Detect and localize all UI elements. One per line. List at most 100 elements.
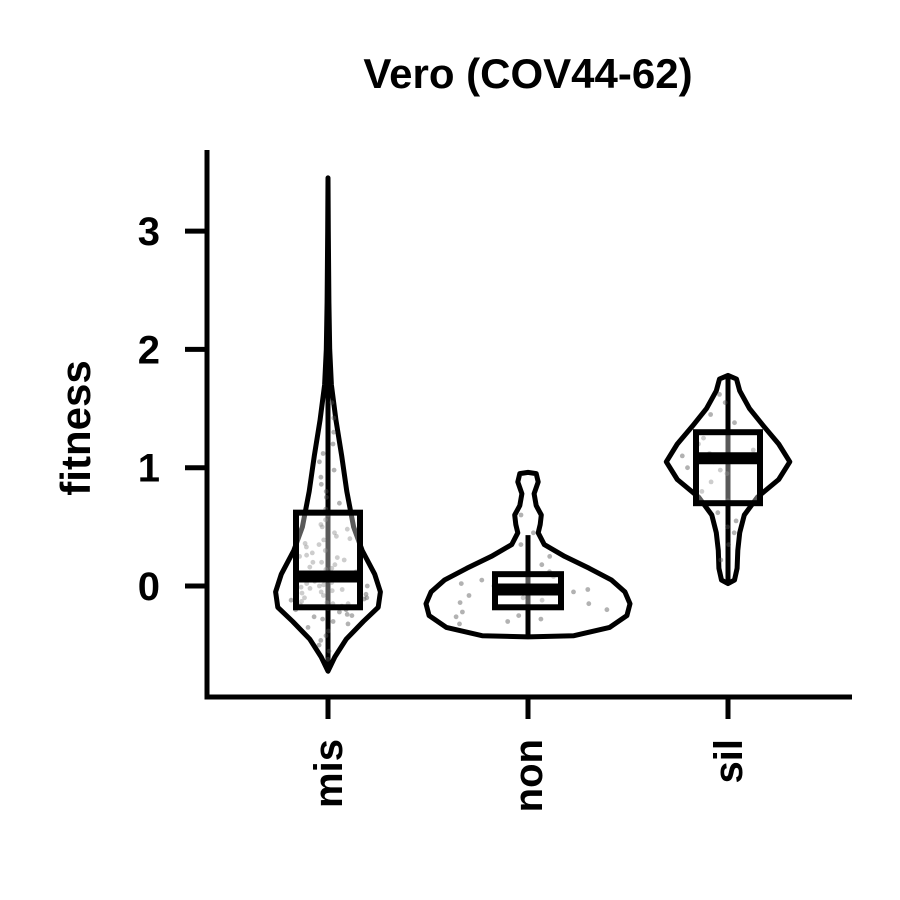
data-point-mis — [331, 429, 337, 435]
data-point-sil — [715, 510, 721, 516]
data-point-non — [547, 554, 553, 559]
data-point-non — [458, 581, 464, 586]
data-point-mis — [344, 526, 350, 532]
data-point-mis — [320, 451, 326, 456]
data-point-sil — [750, 447, 756, 453]
y-tick-label-2: 2 — [138, 328, 160, 372]
data-point-non — [518, 512, 524, 518]
data-point-mis — [317, 459, 322, 465]
data-point-sil — [732, 420, 737, 426]
data-point-mis — [364, 595, 370, 601]
chart-title: Vero (COV44-62) — [363, 50, 692, 97]
data-point-mis — [318, 522, 324, 527]
data-point-mis — [326, 648, 332, 654]
data-point-non — [520, 595, 526, 601]
data-point-mis — [316, 542, 322, 547]
data-point-mis — [298, 584, 304, 590]
data-point-non — [539, 597, 545, 603]
data-point-mis — [337, 609, 342, 615]
data-point-sil — [726, 542, 731, 547]
data-point-mis — [331, 415, 337, 421]
data-point-mis — [329, 588, 335, 594]
data-point-mis — [304, 544, 309, 550]
data-point-mis — [318, 589, 324, 595]
data-point-mis — [321, 537, 327, 543]
data-point-mis — [330, 619, 336, 624]
data-point-non — [453, 614, 459, 620]
data-point-mis — [309, 550, 315, 556]
y-tick-label-0: 0 — [138, 565, 160, 609]
data-point-sil — [717, 467, 723, 473]
data-point-mis — [329, 400, 335, 405]
data-point-mis — [332, 530, 337, 536]
data-point-sil — [718, 557, 724, 563]
plot-area: 0 1 2 3 mis non sil — [138, 150, 852, 812]
data-point-mis — [321, 582, 326, 588]
data-point-mis — [329, 565, 335, 571]
y-tick-label-1: 1 — [138, 447, 160, 491]
x-tick-label-mis: mis — [307, 739, 351, 808]
data-point-non — [457, 621, 462, 627]
data-point-mis — [324, 494, 329, 500]
data-point-mis — [344, 612, 350, 617]
data-point-mis — [318, 474, 324, 480]
data-point-mis — [321, 593, 326, 598]
data-point-mis — [331, 467, 337, 473]
data-point-non — [457, 600, 463, 605]
data-point-sil — [679, 453, 685, 459]
data-point-mis — [299, 599, 304, 604]
data-point-mis — [363, 591, 369, 597]
data-point-mis — [304, 552, 309, 558]
data-point-mis — [332, 562, 338, 568]
data-point-sil — [725, 524, 730, 530]
data-point-mis — [322, 548, 328, 553]
data-point-mis — [330, 441, 336, 447]
data-point-non — [571, 589, 576, 595]
data-point-non — [518, 542, 524, 547]
x-tick-label-non: non — [507, 739, 551, 812]
data-point-mis — [334, 555, 340, 560]
data-point-mis — [324, 600, 330, 605]
y-axis-title: fitness — [52, 360, 99, 495]
data-point-mis — [349, 613, 355, 618]
data-point-mis — [339, 587, 345, 592]
data-point-mis — [307, 586, 313, 591]
data-point-sil — [708, 412, 713, 417]
data-point-sil — [717, 392, 722, 397]
data-point-sil — [699, 489, 705, 494]
data-point-mis — [337, 500, 342, 506]
data-point-sil — [733, 518, 739, 524]
data-point-sil — [701, 435, 706, 441]
data-point-sil — [722, 400, 728, 405]
data-point-mis — [299, 590, 305, 596]
data-point-mis — [305, 625, 311, 630]
data-point-sil — [724, 471, 730, 476]
data-point-mis — [319, 524, 325, 530]
data-point-mis — [318, 481, 324, 487]
data-point-mis — [317, 583, 322, 589]
data-point-mis — [318, 638, 324, 643]
data-point-mis — [325, 628, 331, 634]
data-point-non — [538, 616, 544, 622]
data-point-mis — [347, 536, 353, 542]
data-point-non — [466, 593, 472, 598]
data-point-non — [505, 619, 511, 624]
data-point-mis — [334, 533, 339, 539]
data-point-mis — [345, 621, 351, 627]
data-point-mis — [320, 616, 325, 622]
box-sil — [693, 429, 763, 507]
data-point-sil — [731, 530, 737, 536]
data-point-non — [460, 609, 465, 615]
data-point-non — [539, 562, 545, 568]
data-point-mis — [323, 517, 328, 523]
data-point-mis — [307, 564, 313, 570]
data-point-non — [531, 530, 536, 536]
data-point-mis — [310, 559, 316, 565]
data-point-mis — [316, 642, 322, 648]
data-point-non — [479, 577, 485, 583]
data-point-mis — [323, 489, 329, 494]
x-tick-label-sil: sil — [707, 739, 751, 783]
data-point-mis — [325, 656, 331, 662]
data-point-sil — [685, 465, 690, 471]
